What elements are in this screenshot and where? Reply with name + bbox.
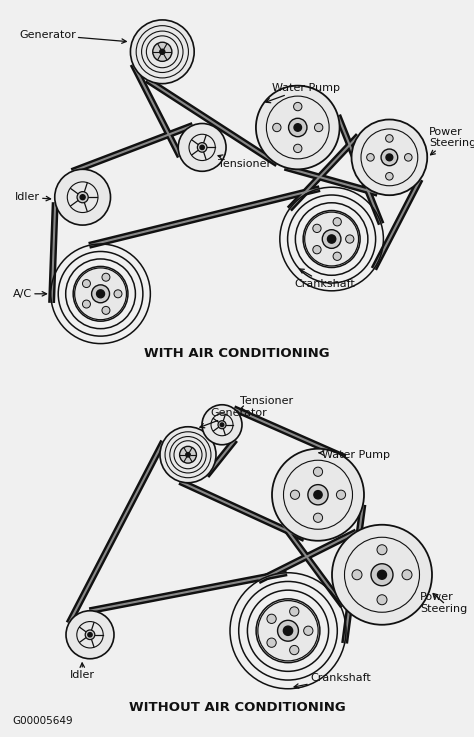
Circle shape [371,564,393,586]
Text: A/C: A/C [13,289,46,298]
Circle shape [377,570,386,579]
Text: Generator: Generator [19,30,126,43]
Text: Idler: Idler [70,663,95,680]
Circle shape [404,153,412,161]
Circle shape [91,284,109,303]
Circle shape [82,300,91,308]
Circle shape [332,525,432,625]
Circle shape [346,235,354,243]
Circle shape [337,490,346,500]
Circle shape [153,42,172,61]
Circle shape [304,626,313,635]
Circle shape [313,224,321,232]
Circle shape [85,630,95,640]
Circle shape [381,149,398,166]
Circle shape [313,245,321,254]
Circle shape [314,491,322,499]
Circle shape [290,646,299,654]
Circle shape [308,485,328,505]
Circle shape [97,290,105,298]
Circle shape [333,252,341,260]
Circle shape [305,212,358,266]
Circle shape [328,235,336,243]
Text: Power
Steering: Power Steering [429,127,474,155]
Text: WITH AIR CONDITIONING: WITH AIR CONDITIONING [144,347,330,360]
Text: Generator: Generator [200,408,267,427]
Circle shape [278,621,299,641]
Circle shape [82,279,91,287]
Circle shape [200,145,204,150]
Circle shape [267,638,276,647]
Circle shape [102,273,110,282]
Circle shape [386,154,393,161]
Circle shape [294,124,301,131]
Circle shape [102,307,110,315]
Text: Power
Steering: Power Steering [420,592,467,613]
Circle shape [186,453,190,457]
Circle shape [290,607,299,616]
Text: Water Pump: Water Pump [319,450,390,460]
Text: Crankshaft: Crankshaft [294,673,371,688]
Circle shape [178,124,226,171]
Circle shape [402,570,412,580]
Text: Crankshaft: Crankshaft [295,269,356,289]
Circle shape [293,102,302,111]
Circle shape [218,421,226,429]
Circle shape [80,195,85,200]
Circle shape [202,405,242,444]
Circle shape [160,427,216,483]
Circle shape [114,290,122,298]
Text: Idler: Idler [15,192,51,202]
Circle shape [333,217,341,226]
Circle shape [258,601,318,661]
Circle shape [256,85,339,170]
Text: Tensioner: Tensioner [240,396,293,411]
Circle shape [352,119,427,195]
Circle shape [88,632,92,637]
Circle shape [180,447,196,463]
Circle shape [385,172,393,180]
Circle shape [220,423,224,427]
Circle shape [291,490,300,500]
Circle shape [313,513,323,523]
Circle shape [313,467,323,476]
Circle shape [272,449,364,541]
Circle shape [289,118,307,136]
Circle shape [293,144,302,153]
Circle shape [283,626,292,635]
Text: Tensioner: Tensioner [218,155,271,170]
Circle shape [385,135,393,142]
Circle shape [267,614,276,624]
Circle shape [77,192,88,203]
Text: G00005649: G00005649 [12,716,73,726]
Circle shape [377,595,387,605]
Circle shape [322,230,341,248]
Circle shape [352,570,362,580]
Circle shape [66,611,114,659]
Text: WITHOUT AIR CONDITIONING: WITHOUT AIR CONDITIONING [128,701,346,714]
Circle shape [160,49,165,55]
Circle shape [75,268,127,320]
Circle shape [197,143,207,152]
Circle shape [314,123,323,132]
Circle shape [130,20,194,84]
Text: Water Pump: Water Pump [266,83,340,102]
Circle shape [273,123,281,132]
Circle shape [377,545,387,555]
Circle shape [55,170,110,225]
Circle shape [367,153,374,161]
